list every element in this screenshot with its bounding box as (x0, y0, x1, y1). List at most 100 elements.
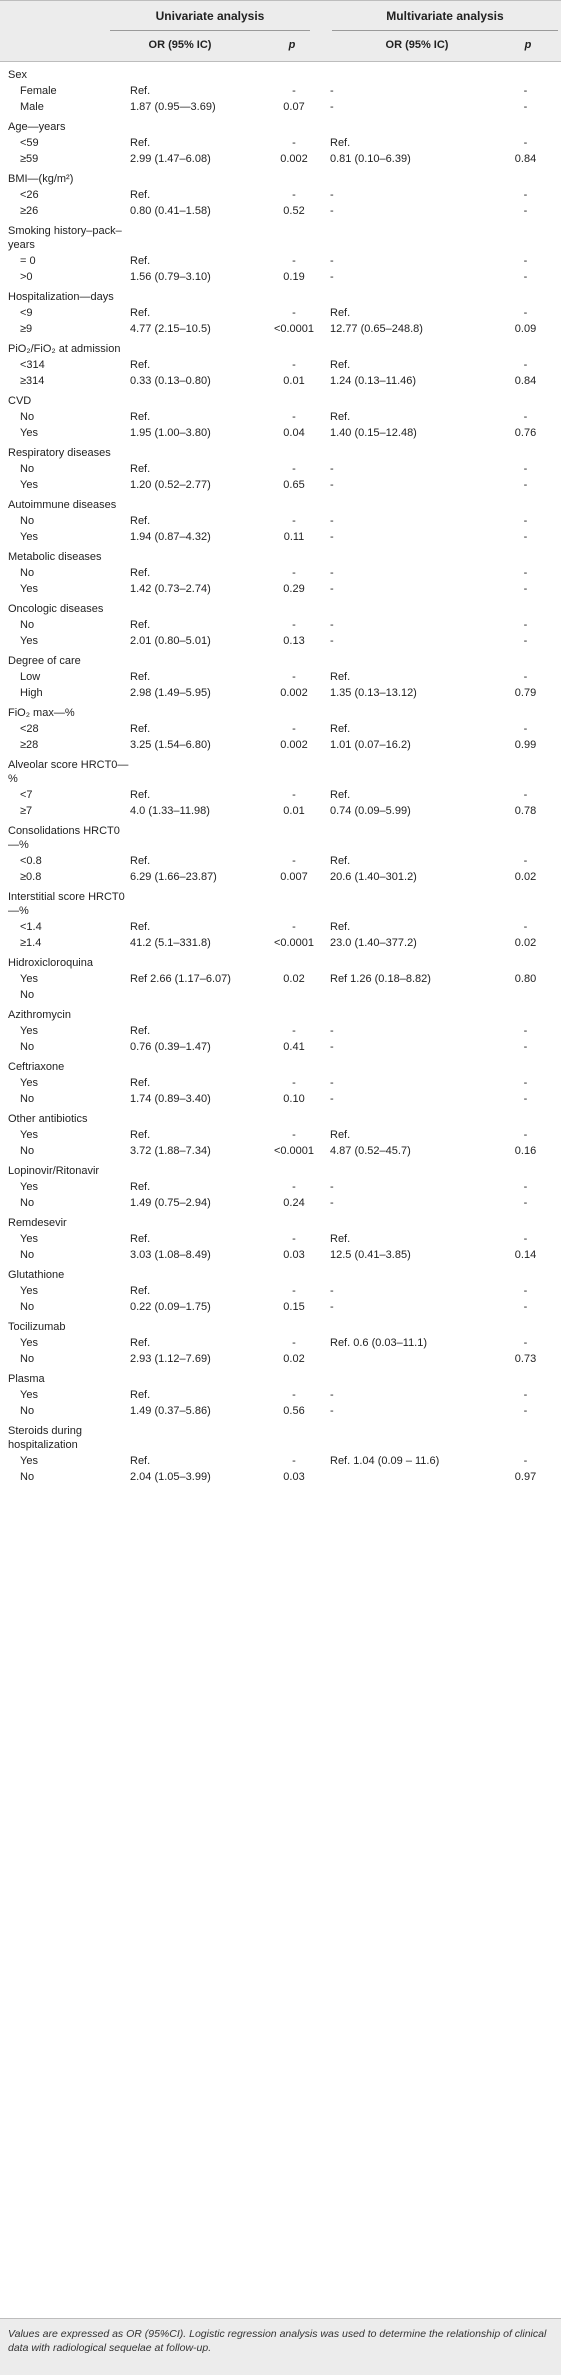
p-multivariate-cell: - (523, 1025, 528, 1037)
or-multivariate-cell: Ref. (330, 855, 351, 867)
or-univariate-cell: Ref. (130, 359, 151, 371)
p-multivariate-cell: 0.02 (514, 937, 537, 949)
level-row: Yes Ref. - - - (0, 1074, 561, 1090)
variable-label: Metabolic diseases (8, 551, 102, 563)
p-multivariate-cell: - (523, 1233, 528, 1245)
level-label: Yes (20, 1025, 38, 1037)
variable-row: Metabolic diseases (0, 544, 561, 564)
or-multivariate-cell: - (330, 1285, 334, 1297)
level-label: No (20, 1249, 35, 1261)
level-label: No (20, 1197, 35, 1209)
or-multivariate-cell: 1.35 (0.13–13.12) (330, 687, 417, 699)
level-label: High (20, 687, 43, 699)
level-label: Yes (20, 1285, 38, 1297)
level-row: <7 Ref. - Ref. - (0, 786, 561, 802)
p-multivariate-cell: - (523, 1129, 528, 1141)
level-label: ≥1.4 (20, 937, 42, 949)
p-multivariate-cell: - (523, 205, 528, 217)
or-multivariate-cell: 20.6 (1.40–301.2) (330, 871, 417, 883)
or-multivariate-cell: - (330, 1389, 334, 1401)
or-univariate-cell: Ref. (130, 1389, 151, 1401)
p-univariate-cell: - (292, 1233, 296, 1245)
p-univariate-cell: 0.24 (283, 1197, 305, 1209)
variable-label: Ceftriaxone (8, 1061, 65, 1073)
or-multivariate-cell: 23.0 (1.40–377.2) (330, 937, 417, 949)
p-multivariate-cell: 0.97 (514, 1471, 537, 1483)
level-label: ≥26 (20, 205, 39, 217)
or-multivariate-cell: - (330, 479, 334, 491)
or-univariate-cell: 2.99 (1.47–6.08) (130, 153, 211, 165)
level-row: <9 Ref. - Ref. - (0, 304, 561, 320)
p-univariate-cell: 0.11 (283, 531, 305, 543)
or-univariate-cell: Ref. (130, 1181, 151, 1193)
variable-row: Age—years (0, 114, 561, 134)
p-multivariate-cell: - (523, 1389, 528, 1401)
p-univariate-cell: - (292, 1389, 296, 1401)
p-univariate-cell: 0.56 (283, 1405, 305, 1417)
p-univariate-cell: - (292, 359, 296, 371)
or-multivariate-cell: 0.81 (0.10–6.39) (330, 153, 411, 165)
variable-label: Autoimmune diseases (8, 499, 117, 511)
p-univariate-cell: 0.65 (283, 479, 305, 491)
p-multivariate-cell: - (523, 1093, 528, 1105)
variable-row: Ceftriaxone (0, 1054, 561, 1074)
level-label: No (20, 1471, 35, 1483)
p-univariate-cell: - (292, 789, 296, 801)
level-row: No (0, 986, 561, 1002)
level-label: <26 (20, 189, 39, 201)
level-row: Yes 1.95 (1.00–3.80) 0.04 1.40 (0.15–12.48)… (0, 424, 561, 440)
p-univariate-cell: - (292, 189, 296, 201)
or-univariate-cell: 0.33 (0.13–0.80) (130, 375, 211, 387)
variable-row: Smoking history–pack–years (0, 218, 561, 252)
level-label: Yes (20, 1129, 38, 1141)
variable-label: PiO₂/FiO₂ at admission (8, 343, 121, 355)
or-univariate-cell: 4.0 (1.33–11.98) (130, 805, 210, 817)
level-row: <28 Ref. - Ref. - (0, 720, 561, 736)
or-univariate-cell: 1.87 (0.95—3.69) (130, 101, 216, 113)
level-row: <314 Ref. - Ref. - (0, 356, 561, 372)
or-univariate-cell: 1.20 (0.52–2.77) (130, 479, 211, 491)
p-multivariate-cell: - (523, 671, 528, 683)
level-row: ≥28 3.25 (1.54–6.80) 0.002 1.01 (0.07–16.2)… (0, 736, 561, 752)
level-label: No (20, 1093, 35, 1105)
level-label: No (20, 1301, 35, 1313)
level-label: Low (20, 671, 41, 683)
p-univariate-cell: - (292, 1285, 296, 1297)
variable-label: Lopinovir/Ritonavir (8, 1165, 100, 1177)
col-or-univariate: OR (95% IC) (148, 39, 212, 51)
level-row: Yes Ref. - - - (0, 1386, 561, 1402)
univariate-header: Univariate analysis (155, 9, 265, 23)
p-univariate-cell: 0.002 (280, 739, 308, 751)
level-label: No (20, 463, 35, 475)
level-label: >0 (20, 271, 33, 283)
p-univariate-cell: 0.07 (283, 101, 305, 113)
or-univariate-cell: Ref. (130, 619, 151, 631)
p-univariate-cell: - (292, 1337, 296, 1349)
or-multivariate-cell: - (330, 463, 334, 475)
p-univariate-cell: - (292, 255, 296, 267)
variable-row: Hidroxicloroquina (0, 950, 561, 970)
level-row: No Ref. - Ref. - (0, 408, 561, 424)
or-univariate-cell: Ref. (130, 921, 151, 933)
level-label: No (20, 989, 35, 1001)
p-univariate-cell: - (292, 1077, 296, 1089)
or-multivariate-cell: - (330, 515, 334, 527)
p-multivariate-cell: 0.73 (514, 1353, 537, 1365)
or-univariate-cell: 1.42 (0.73–2.74) (130, 583, 211, 595)
p-univariate-cell: 0.007 (280, 871, 308, 883)
p-univariate-cell: 0.03 (283, 1471, 305, 1483)
variable-label: Alveolar score HRCT0—% (8, 759, 129, 785)
or-multivariate-cell: Ref. (330, 921, 351, 933)
or-multivariate-cell: - (330, 619, 334, 631)
p-univariate-cell: - (292, 1025, 296, 1037)
or-univariate-cell: Ref. (130, 85, 151, 97)
or-univariate-cell: 0.80 (0.41–1.58) (130, 205, 211, 217)
variable-label: Hospitalization—days (8, 291, 114, 303)
p-multivariate-cell: - (523, 1301, 528, 1313)
p-univariate-cell: 0.01 (283, 805, 305, 817)
or-univariate-cell: Ref. (130, 515, 151, 527)
p-multivariate-cell: - (523, 1285, 528, 1297)
or-univariate-cell: 3.25 (1.54–6.80) (130, 739, 211, 751)
or-univariate-cell: Ref. (130, 1129, 151, 1141)
level-row: No 1.74 (0.89–3.40) 0.10 - - (0, 1090, 561, 1106)
